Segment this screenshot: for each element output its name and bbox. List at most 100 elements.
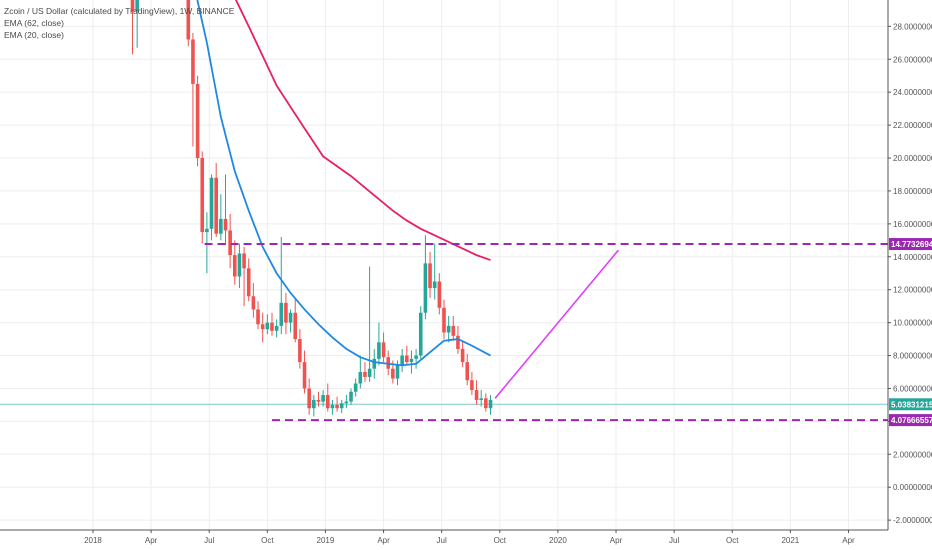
resistance-tag-label: 14.77326940 xyxy=(891,240,932,249)
candle-body xyxy=(284,302,288,323)
candle-body xyxy=(358,371,363,384)
candle-body xyxy=(470,380,474,391)
y-tick-label: 18.00000000 xyxy=(893,187,932,196)
x-tick-label: Oct xyxy=(494,536,507,545)
candle-body xyxy=(246,268,251,297)
candle-body xyxy=(414,355,418,359)
candle-body xyxy=(260,324,265,330)
horizontal-levels xyxy=(204,243,888,422)
candle-up xyxy=(446,316,451,343)
candle-body xyxy=(437,281,442,308)
candle-body xyxy=(251,296,256,310)
y-tick-label: 26.00000000 xyxy=(893,55,932,64)
x-tick-label: 2021 xyxy=(781,536,799,545)
support-tag: 4.07666557 xyxy=(889,414,932,427)
y-tick-label: -2.00000000 xyxy=(893,516,932,525)
legend-ema-20[interactable]: EMA (20, close) xyxy=(4,30,64,40)
candle-body xyxy=(205,228,209,233)
candle-down xyxy=(335,396,339,412)
candle-body xyxy=(381,342,386,358)
y-tick-label: 8.00000000 xyxy=(893,352,932,361)
candle-down xyxy=(484,393,488,412)
x-tick-label: 2020 xyxy=(549,536,567,545)
candle-up xyxy=(237,243,242,289)
x-tick-label: Oct xyxy=(726,536,739,545)
candle-body xyxy=(451,325,456,336)
candle-down xyxy=(200,151,205,244)
candle-down xyxy=(442,299,446,340)
candle-body xyxy=(293,312,298,340)
time-axis-bg xyxy=(0,530,932,550)
candle-down xyxy=(325,383,330,412)
candle-down xyxy=(251,283,256,318)
x-tick-label: Jul xyxy=(669,536,679,545)
candle-up xyxy=(274,319,279,338)
candle-up xyxy=(339,399,344,414)
candle-body xyxy=(400,355,404,366)
candle-down xyxy=(195,75,200,167)
ema-20-path xyxy=(196,0,491,367)
candle-body xyxy=(428,263,432,289)
candle-down xyxy=(451,316,456,341)
x-tick-label: Apr xyxy=(842,536,855,545)
x-tick-label: Oct xyxy=(261,536,274,545)
y-tick-label: 6.00000000 xyxy=(893,384,932,393)
y-tick-label: 20.00000000 xyxy=(893,154,932,163)
candle-up xyxy=(209,174,214,241)
price-tags: 5.03831215 14.77326940 4.07666557 xyxy=(889,238,932,427)
y-tick-label: 28.00000000 xyxy=(893,22,932,31)
candle-body xyxy=(488,399,493,409)
candle-body xyxy=(307,388,311,409)
candle-up xyxy=(135,0,139,48)
candle-up xyxy=(344,395,349,409)
y-tick-label: 14.00000000 xyxy=(893,253,932,262)
candle-body xyxy=(391,368,395,379)
candle-body xyxy=(484,398,488,409)
candle-body xyxy=(214,177,218,234)
candle-down xyxy=(130,0,135,55)
candles xyxy=(130,0,493,417)
candle-body xyxy=(377,342,381,359)
x-tick-label: Apr xyxy=(377,536,390,545)
candle-body xyxy=(344,401,349,404)
candle-body xyxy=(353,383,358,392)
legend-ema-62[interactable]: EMA (62, close) xyxy=(4,18,64,28)
price-axis[interactable]: 28.00000000 26.00000000 24.00000000 22.0000… xyxy=(887,0,932,550)
candle-up xyxy=(321,390,325,407)
y-tick-label: 22.00000000 xyxy=(893,121,932,130)
candle-body xyxy=(349,391,353,402)
candle-down xyxy=(405,345,409,366)
candle-up xyxy=(330,399,335,415)
candle-body xyxy=(195,83,200,159)
time-axis[interactable]: 2018 Apr Jul Oct 2019 Apr Jul Oct 2020 Apr Jul Oct 2… xyxy=(0,529,932,550)
candle-body xyxy=(474,390,479,400)
candle-body xyxy=(312,399,316,409)
candle-up xyxy=(367,266,372,382)
candle-up xyxy=(377,322,381,366)
y-tick-label: 0.00000000 xyxy=(893,483,932,492)
y-tick-label: 10.00000000 xyxy=(893,319,932,328)
candle-body xyxy=(363,371,367,377)
candle-body xyxy=(456,335,460,349)
candle-up xyxy=(414,348,418,369)
ema-62-line xyxy=(234,0,491,261)
candle-body xyxy=(265,322,270,330)
candle-down xyxy=(191,32,195,147)
candle-body xyxy=(270,322,274,331)
candle-up xyxy=(432,243,437,300)
candle-body xyxy=(339,403,344,409)
candle-down xyxy=(381,332,386,363)
candle-up xyxy=(205,212,209,274)
x-tick-label: Apr xyxy=(610,536,623,545)
candle-up xyxy=(279,237,284,335)
candle-body xyxy=(442,307,446,333)
ema-62-path xyxy=(234,0,491,261)
candle-down xyxy=(232,240,237,285)
y-tick-label: 2.00000000 xyxy=(893,450,932,459)
resistance-tag-bg xyxy=(889,238,932,251)
candle-body xyxy=(288,312,293,323)
candle-body xyxy=(256,309,260,325)
candle-down xyxy=(316,391,321,407)
candle-up xyxy=(349,388,353,405)
